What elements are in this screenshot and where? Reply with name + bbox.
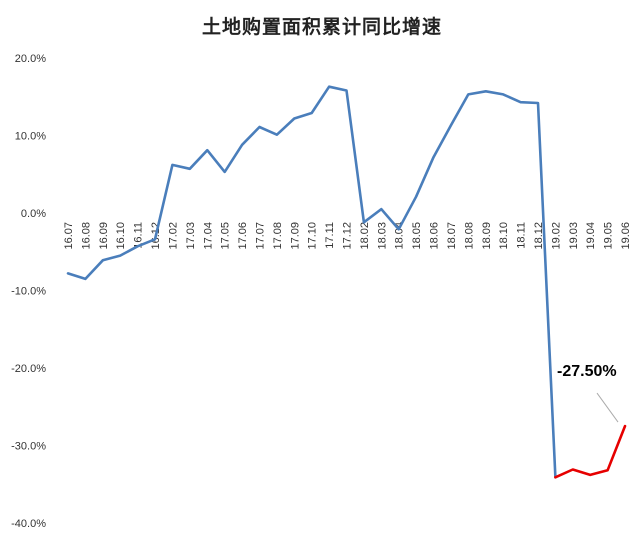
x-axis-tick-label: 18.12 — [533, 222, 545, 250]
x-axis-tick-label: 19.04 — [585, 222, 597, 250]
x-axis-tick-label: 18.11 — [516, 222, 528, 249]
x-axis-tick-label: 19.05 — [603, 222, 615, 250]
annotation-leader-line — [596, 392, 619, 423]
y-axis-tick-label: 0.0% — [21, 208, 46, 220]
x-axis-tick-label: 18.10 — [498, 222, 510, 250]
x-axis-tick-label: 17.04 — [202, 222, 214, 250]
x-axis-tick-label: 17.03 — [185, 222, 197, 250]
series-line-main — [66, 85, 557, 479]
x-axis-tick-label: 18.05 — [411, 222, 423, 250]
last-value-annotation: -27.50% — [557, 363, 617, 380]
x-axis-tick-label: 17.08 — [272, 222, 284, 250]
x-axis-tick-label: 19.03 — [568, 222, 580, 250]
y-axis-tick-label: -30.0% — [11, 441, 46, 453]
x-axis-tick-label: 18.03 — [376, 222, 388, 250]
x-axis-tick-label: 16.08 — [80, 222, 92, 250]
x-axis-tick-label: 17.02 — [167, 222, 179, 250]
x-axis-tick-label: 19.02 — [550, 222, 562, 250]
x-axis-tick-label: 17.07 — [255, 222, 267, 250]
x-axis-tick-label: 18.08 — [463, 222, 475, 250]
x-axis-tick-label: 19.06 — [620, 222, 632, 250]
y-axis-tick-label: -20.0% — [11, 363, 46, 375]
chart-title: 土地购置面积累计同比增速 — [201, 17, 442, 38]
x-axis-tick-label: 18.07 — [446, 222, 458, 250]
x-axis-tick-label: 17.05 — [220, 222, 232, 250]
x-axis-tick-label: 17.11 — [324, 222, 336, 249]
y-axis-tick-label: -10.0% — [11, 286, 46, 298]
x-axis-tick-label: 16.10 — [115, 222, 127, 250]
x-axis-tick-label: 17.09 — [289, 222, 301, 250]
x-axis-tick-label: 18.02 — [359, 222, 371, 250]
x-axis-tick-label: 17.12 — [342, 222, 354, 250]
x-axis-tick-label: 16.11 — [133, 222, 145, 249]
y-axis-tick-label: 10.0% — [15, 131, 46, 143]
series-line-highlight — [554, 424, 627, 479]
x-axis-tick-label: 17.06 — [237, 222, 249, 250]
x-axis-tick-label: 18.06 — [429, 222, 441, 250]
x-axis-tick-label: 18.09 — [481, 222, 493, 250]
y-axis-tick-label: 20.0% — [15, 53, 46, 65]
y-axis-tick-label: -40.0% — [11, 518, 46, 530]
x-axis-tick-label: 16.09 — [98, 222, 110, 250]
x-axis-tick-label: 17.10 — [307, 222, 319, 250]
x-axis-tick-label: 16.07 — [63, 222, 75, 250]
